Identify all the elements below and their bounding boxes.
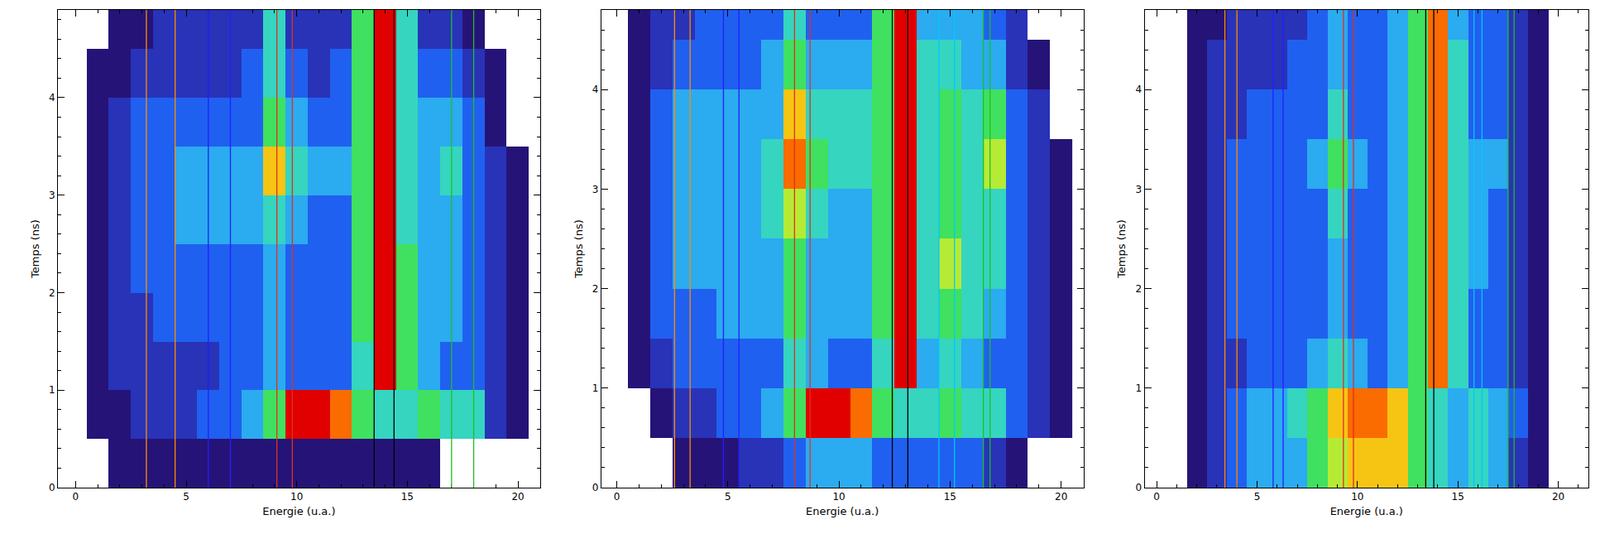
svg-text:20: 20	[1552, 490, 1565, 503]
svg-text:2: 2	[48, 287, 56, 299]
svg-text:10: 10	[1350, 490, 1364, 503]
svg-text:Temps (ns): Temps (ns)	[1115, 219, 1128, 279]
svg-text:2: 2	[1135, 282, 1142, 295]
svg-text:0: 0	[613, 490, 621, 503]
svg-text:0: 0	[1135, 481, 1142, 494]
svg-text:0: 0	[72, 490, 80, 503]
svg-text:4: 4	[592, 83, 599, 96]
svg-text:3: 3	[1135, 183, 1142, 196]
svg-text:4: 4	[1135, 83, 1142, 96]
svg-text:3: 3	[48, 189, 56, 202]
svg-text:15: 15	[943, 490, 957, 503]
svg-text:Energie (u.a.): Energie (u.a.)	[262, 504, 336, 518]
svg-text:2: 2	[592, 282, 599, 295]
svg-text:10: 10	[832, 490, 845, 503]
svg-text:Temps (ns): Temps (ns)	[572, 219, 585, 279]
svg-text:4: 4	[48, 91, 56, 104]
svg-text:Energie (u.a.): Energie (u.a.)	[1330, 504, 1404, 518]
svg-text:5: 5	[724, 490, 732, 503]
svg-text:1: 1	[48, 383, 56, 396]
svg-text:5: 5	[1254, 490, 1261, 503]
svg-text:10: 10	[290, 490, 303, 503]
svg-text:3: 3	[592, 183, 599, 196]
svg-text:0: 0	[1153, 490, 1160, 503]
svg-text:1: 1	[1135, 382, 1142, 394]
svg-text:0: 0	[48, 481, 56, 494]
svg-text:15: 15	[1451, 490, 1465, 503]
svg-text:20: 20	[511, 490, 524, 503]
svg-text:Energie (u.a.): Energie (u.a.)	[805, 504, 879, 518]
svg-text:Temps (ns): Temps (ns)	[28, 219, 42, 279]
svg-text:20: 20	[1054, 490, 1068, 503]
svg-text:1: 1	[592, 382, 599, 394]
svg-text:15: 15	[401, 490, 414, 503]
svg-text:5: 5	[182, 490, 190, 503]
svg-text:0: 0	[592, 481, 599, 494]
